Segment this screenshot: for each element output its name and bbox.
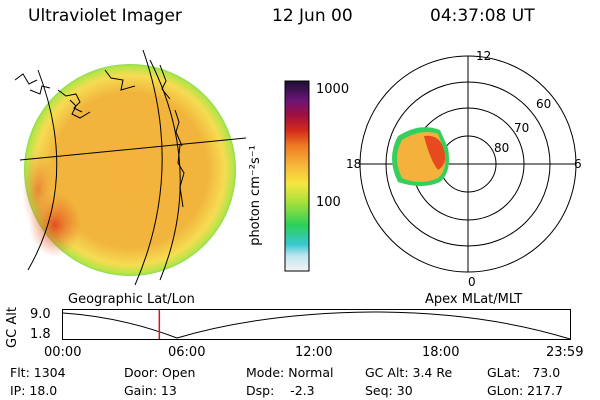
- apex-caption: Apex MLat/MLT: [425, 292, 523, 307]
- time-tick-4: 23:59: [546, 345, 584, 360]
- time-tick-0: 00:00: [44, 345, 82, 360]
- altitude-max-label: 9.0: [30, 307, 51, 322]
- time-label: 04:37:08 UT: [430, 6, 535, 26]
- colorbar-tick-100: 100: [316, 195, 341, 210]
- altitude-min-label: 1.8: [30, 327, 51, 342]
- mlat-70-label: 70: [514, 121, 529, 135]
- mlt-18-label: 18: [346, 157, 361, 171]
- time-tick-1: 06:00: [168, 345, 206, 360]
- mlat-80-label: 80: [494, 141, 509, 155]
- colorbar: [284, 80, 310, 272]
- time-tick-3: 18:00: [422, 345, 460, 360]
- flight-number: Flt: 1304: [10, 365, 66, 380]
- gain-value: Gain: 13: [124, 383, 177, 398]
- altitude-plot: [62, 309, 571, 340]
- door-status: Door: Open: [124, 365, 196, 380]
- mlt-6-label: 6: [574, 157, 582, 171]
- dsp-value: Dsp: -2.3: [246, 383, 315, 398]
- time-tick-2: 12:00: [295, 345, 333, 360]
- glon-value: GLon: 217.7: [487, 383, 563, 398]
- ip-value: IP: 18.0: [10, 383, 58, 398]
- colorbar-unit-label: photon cm⁻²s⁻¹: [247, 145, 263, 246]
- mlat-60-label: 60: [536, 97, 551, 111]
- apex-polar-plot: 12 18 6 0 60 70 80: [346, 49, 582, 288]
- glat-value: GLat: 73.0: [487, 365, 561, 380]
- date-label: 12 Jun 00: [272, 6, 353, 26]
- app-title: Ultraviolet Imager: [28, 6, 182, 26]
- colorbar-tick-1000: 1000: [316, 82, 350, 97]
- geographic-image: [14, 50, 247, 286]
- mlt-12-label: 12: [476, 49, 491, 63]
- geographic-caption: Geographic Lat/Lon: [68, 292, 195, 307]
- mode-value: Mode: Normal: [246, 365, 334, 380]
- altitude-axis-label: GC Alt: [4, 307, 20, 348]
- altitude-curve: [62, 311, 571, 340]
- seq-value: Seq: 30: [365, 383, 413, 398]
- gc-alt-value: GC Alt: 3.4 Re: [365, 365, 453, 380]
- mlt-0-label: 0: [468, 275, 476, 288]
- map-grid-lines: [14, 50, 247, 286]
